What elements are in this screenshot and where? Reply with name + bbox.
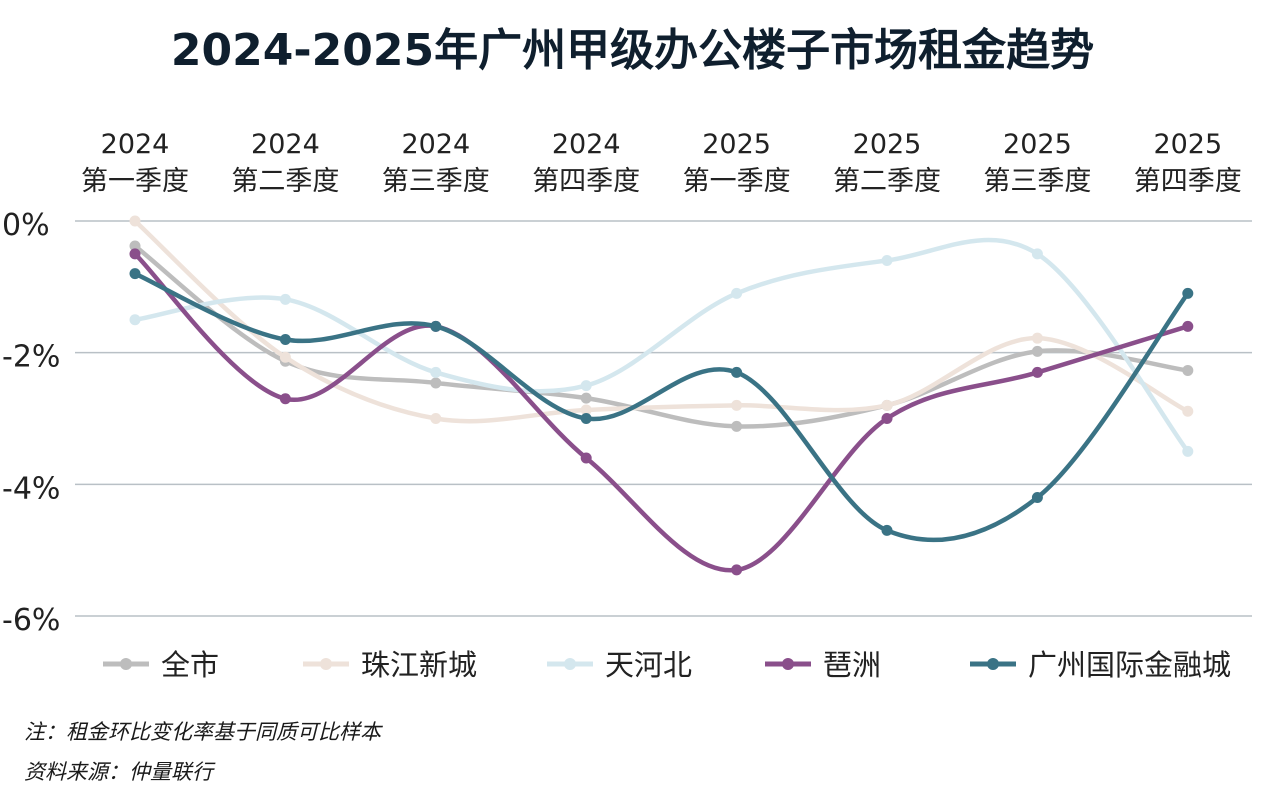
data-point (129, 240, 141, 252)
x-tick-label: 第二季度 (833, 166, 941, 197)
y-tick-label: -4% (2, 471, 60, 506)
data-point (279, 351, 291, 363)
x-tick-label: 第一季度 (81, 166, 189, 197)
x-tick-label: 2025 (1153, 129, 1222, 160)
data-point (580, 413, 592, 424)
x-tick-label: 第四季度 (532, 166, 640, 197)
data-point (580, 392, 592, 404)
legend-marker (987, 658, 999, 670)
data-point (1031, 345, 1043, 357)
data-point (129, 314, 141, 326)
data-point (731, 564, 743, 576)
data-point (129, 268, 141, 280)
data-point (881, 413, 893, 424)
data-point (430, 366, 442, 378)
legend-marker (320, 658, 332, 670)
legend-marker (564, 658, 576, 670)
data-point (430, 320, 442, 332)
data-point (279, 293, 291, 305)
data-point (1031, 366, 1043, 378)
data-point (1031, 248, 1043, 260)
data-point (881, 524, 893, 536)
data-point (1182, 364, 1194, 376)
data-point (580, 452, 592, 464)
chart-title: 2024-2025年广州甲级办公楼子市场租金趋势 (170, 25, 1095, 76)
source-text: 资料来源：仲量联行 (24, 760, 213, 784)
legend-marker (120, 658, 132, 670)
data-point (731, 287, 743, 299)
legend-label: 天河北 (605, 648, 692, 682)
data-point (731, 420, 743, 432)
x-tick-label: 第三季度 (382, 166, 490, 197)
legend-label: 全市 (161, 648, 219, 682)
x-tick-label: 第二季度 (231, 166, 339, 197)
x-tick-label: 2024 (401, 129, 470, 160)
data-point (430, 377, 442, 389)
legend-label: 琶洲 (823, 648, 881, 682)
data-point (129, 215, 141, 227)
y-tick-label: -2% (2, 340, 60, 375)
x-tick-label: 2025 (1003, 129, 1072, 160)
legend-label: 珠江新城 (361, 648, 477, 682)
data-point (1182, 320, 1194, 332)
data-point (430, 413, 442, 424)
x-tick-label: 2025 (853, 129, 922, 160)
data-point (279, 393, 291, 405)
data-point (1031, 492, 1043, 503)
x-tick-label: 第四季度 (1134, 166, 1242, 197)
data-point (1182, 405, 1194, 417)
data-point (731, 366, 743, 378)
data-point (580, 380, 592, 392)
data-point (1031, 332, 1043, 344)
legend-marker (782, 658, 794, 670)
series-line (133, 252, 1189, 573)
x-tick-label: 2024 (552, 129, 621, 160)
y-tick-label: 0% (2, 208, 50, 243)
legend-label: 广州国际金融城 (1028, 648, 1231, 682)
y-tick-label: -6% (2, 603, 60, 638)
x-tick-label: 第三季度 (983, 166, 1091, 197)
x-tick-label: 2025 (702, 129, 771, 160)
data-point (881, 399, 893, 411)
data-point (279, 334, 291, 345)
data-point (1182, 287, 1194, 299)
note-text: 注：租金环比变化率基于同质可比样本 (24, 720, 381, 744)
data-point (881, 255, 893, 266)
data-point (580, 404, 592, 416)
x-tick-label: 2024 (251, 129, 320, 160)
data-point (129, 248, 141, 260)
data-point (731, 399, 743, 411)
x-tick-label: 2024 (101, 129, 170, 160)
series-line (134, 237, 1190, 453)
data-point (1182, 445, 1194, 457)
x-tick-label: 第一季度 (683, 166, 791, 197)
